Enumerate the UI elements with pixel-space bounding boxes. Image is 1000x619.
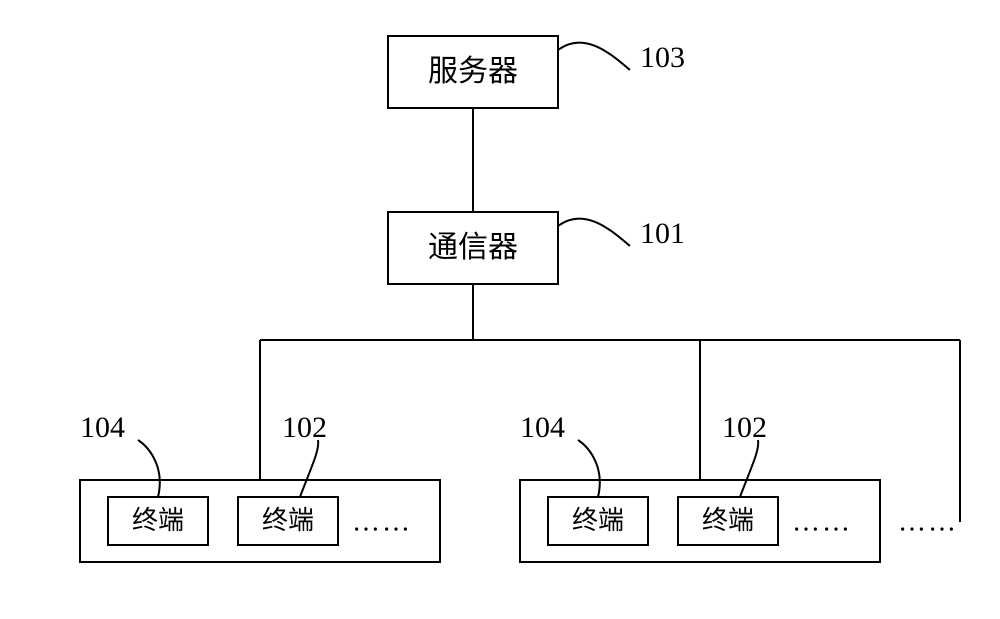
- callout-server-number: 103: [640, 41, 685, 74]
- callout-a2-number: 102: [282, 411, 327, 444]
- callout-b2-number: 102: [722, 411, 767, 444]
- diagram-canvas: 服务器 通信器 终端 终端 …… 终端 终端 …… …… 103 101 104…: [0, 0, 1000, 619]
- callout-server-leader: [558, 43, 630, 70]
- terminal-b2-label: 终端: [702, 506, 754, 535]
- terminal-a1-label: 终端: [132, 506, 184, 535]
- ellipsis-more-groups: ……: [898, 506, 958, 537]
- callout-comm-number: 101: [640, 217, 685, 250]
- callout-comm-leader: [558, 219, 630, 246]
- ellipsis-group-b: ……: [792, 506, 852, 537]
- terminal-a2-label: 终端: [262, 506, 314, 535]
- terminal-b1-label: 终端: [572, 506, 624, 535]
- ellipsis-group-a: ……: [352, 506, 412, 537]
- callout-b1-number: 104: [520, 411, 565, 444]
- callout-a1-number: 104: [80, 411, 125, 444]
- node-communicator-label: 通信器: [428, 231, 518, 264]
- node-server-label: 服务器: [428, 55, 518, 88]
